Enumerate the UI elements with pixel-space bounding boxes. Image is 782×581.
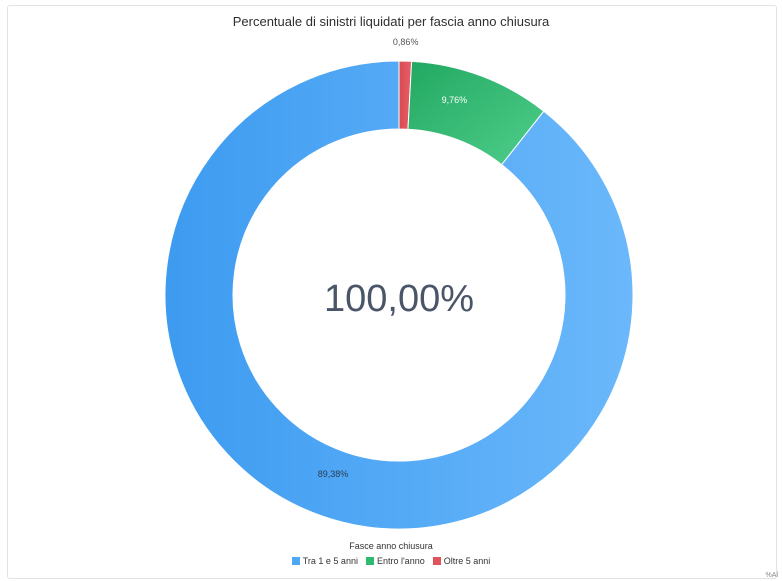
legend-swatch bbox=[432, 557, 441, 565]
slice-data-label: 89,38% bbox=[318, 469, 349, 479]
legend-item-tra-1-e-5-anni[interactable]: Tra 1 e 5 anni bbox=[291, 556, 358, 566]
corner-tag: %Al bbox=[765, 572, 778, 579]
legend-item-entro-l-anno[interactable]: Entro l'anno bbox=[365, 556, 425, 566]
legend-item-oltre-5-anni[interactable]: Oltre 5 anni bbox=[432, 556, 491, 566]
legend-swatch bbox=[365, 557, 374, 565]
slice-data-label: 0,86% bbox=[393, 37, 419, 47]
center-total-label: 100,00% bbox=[324, 278, 474, 320]
legend: Tra 1 e 5 anni Entro l'anno Oltre 5 anni bbox=[0, 556, 782, 566]
donut-chart: 0,86% 9,76% 89,38% 100,00% bbox=[164, 37, 634, 530]
legend-label: Tra 1 e 5 anni bbox=[302, 556, 358, 566]
legend-label: Oltre 5 anni bbox=[443, 556, 491, 566]
chart-title: Percentuale di sinistri liquidati per fa… bbox=[232, 14, 550, 29]
legend-swatch bbox=[291, 557, 300, 565]
legend-title: Fasce anno chiusura bbox=[349, 541, 433, 551]
legend-label: Entro l'anno bbox=[376, 556, 425, 566]
slice-data-label: 9,76% bbox=[442, 95, 468, 105]
donut-slice-tra-1-e-5-anni[interactable] bbox=[164, 60, 634, 530]
